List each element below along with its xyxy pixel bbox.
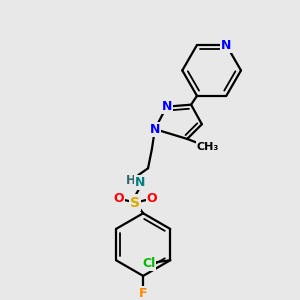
Text: N: N xyxy=(161,100,172,113)
Text: Cl: Cl xyxy=(142,257,155,270)
Text: O: O xyxy=(147,192,157,205)
Text: N: N xyxy=(150,123,160,136)
Text: O: O xyxy=(113,192,124,205)
Text: H: H xyxy=(125,175,135,188)
Text: S: S xyxy=(130,196,140,209)
Text: F: F xyxy=(139,287,147,300)
Text: N: N xyxy=(135,176,146,189)
Text: CH₃: CH₃ xyxy=(196,142,219,152)
Text: N: N xyxy=(221,38,232,52)
